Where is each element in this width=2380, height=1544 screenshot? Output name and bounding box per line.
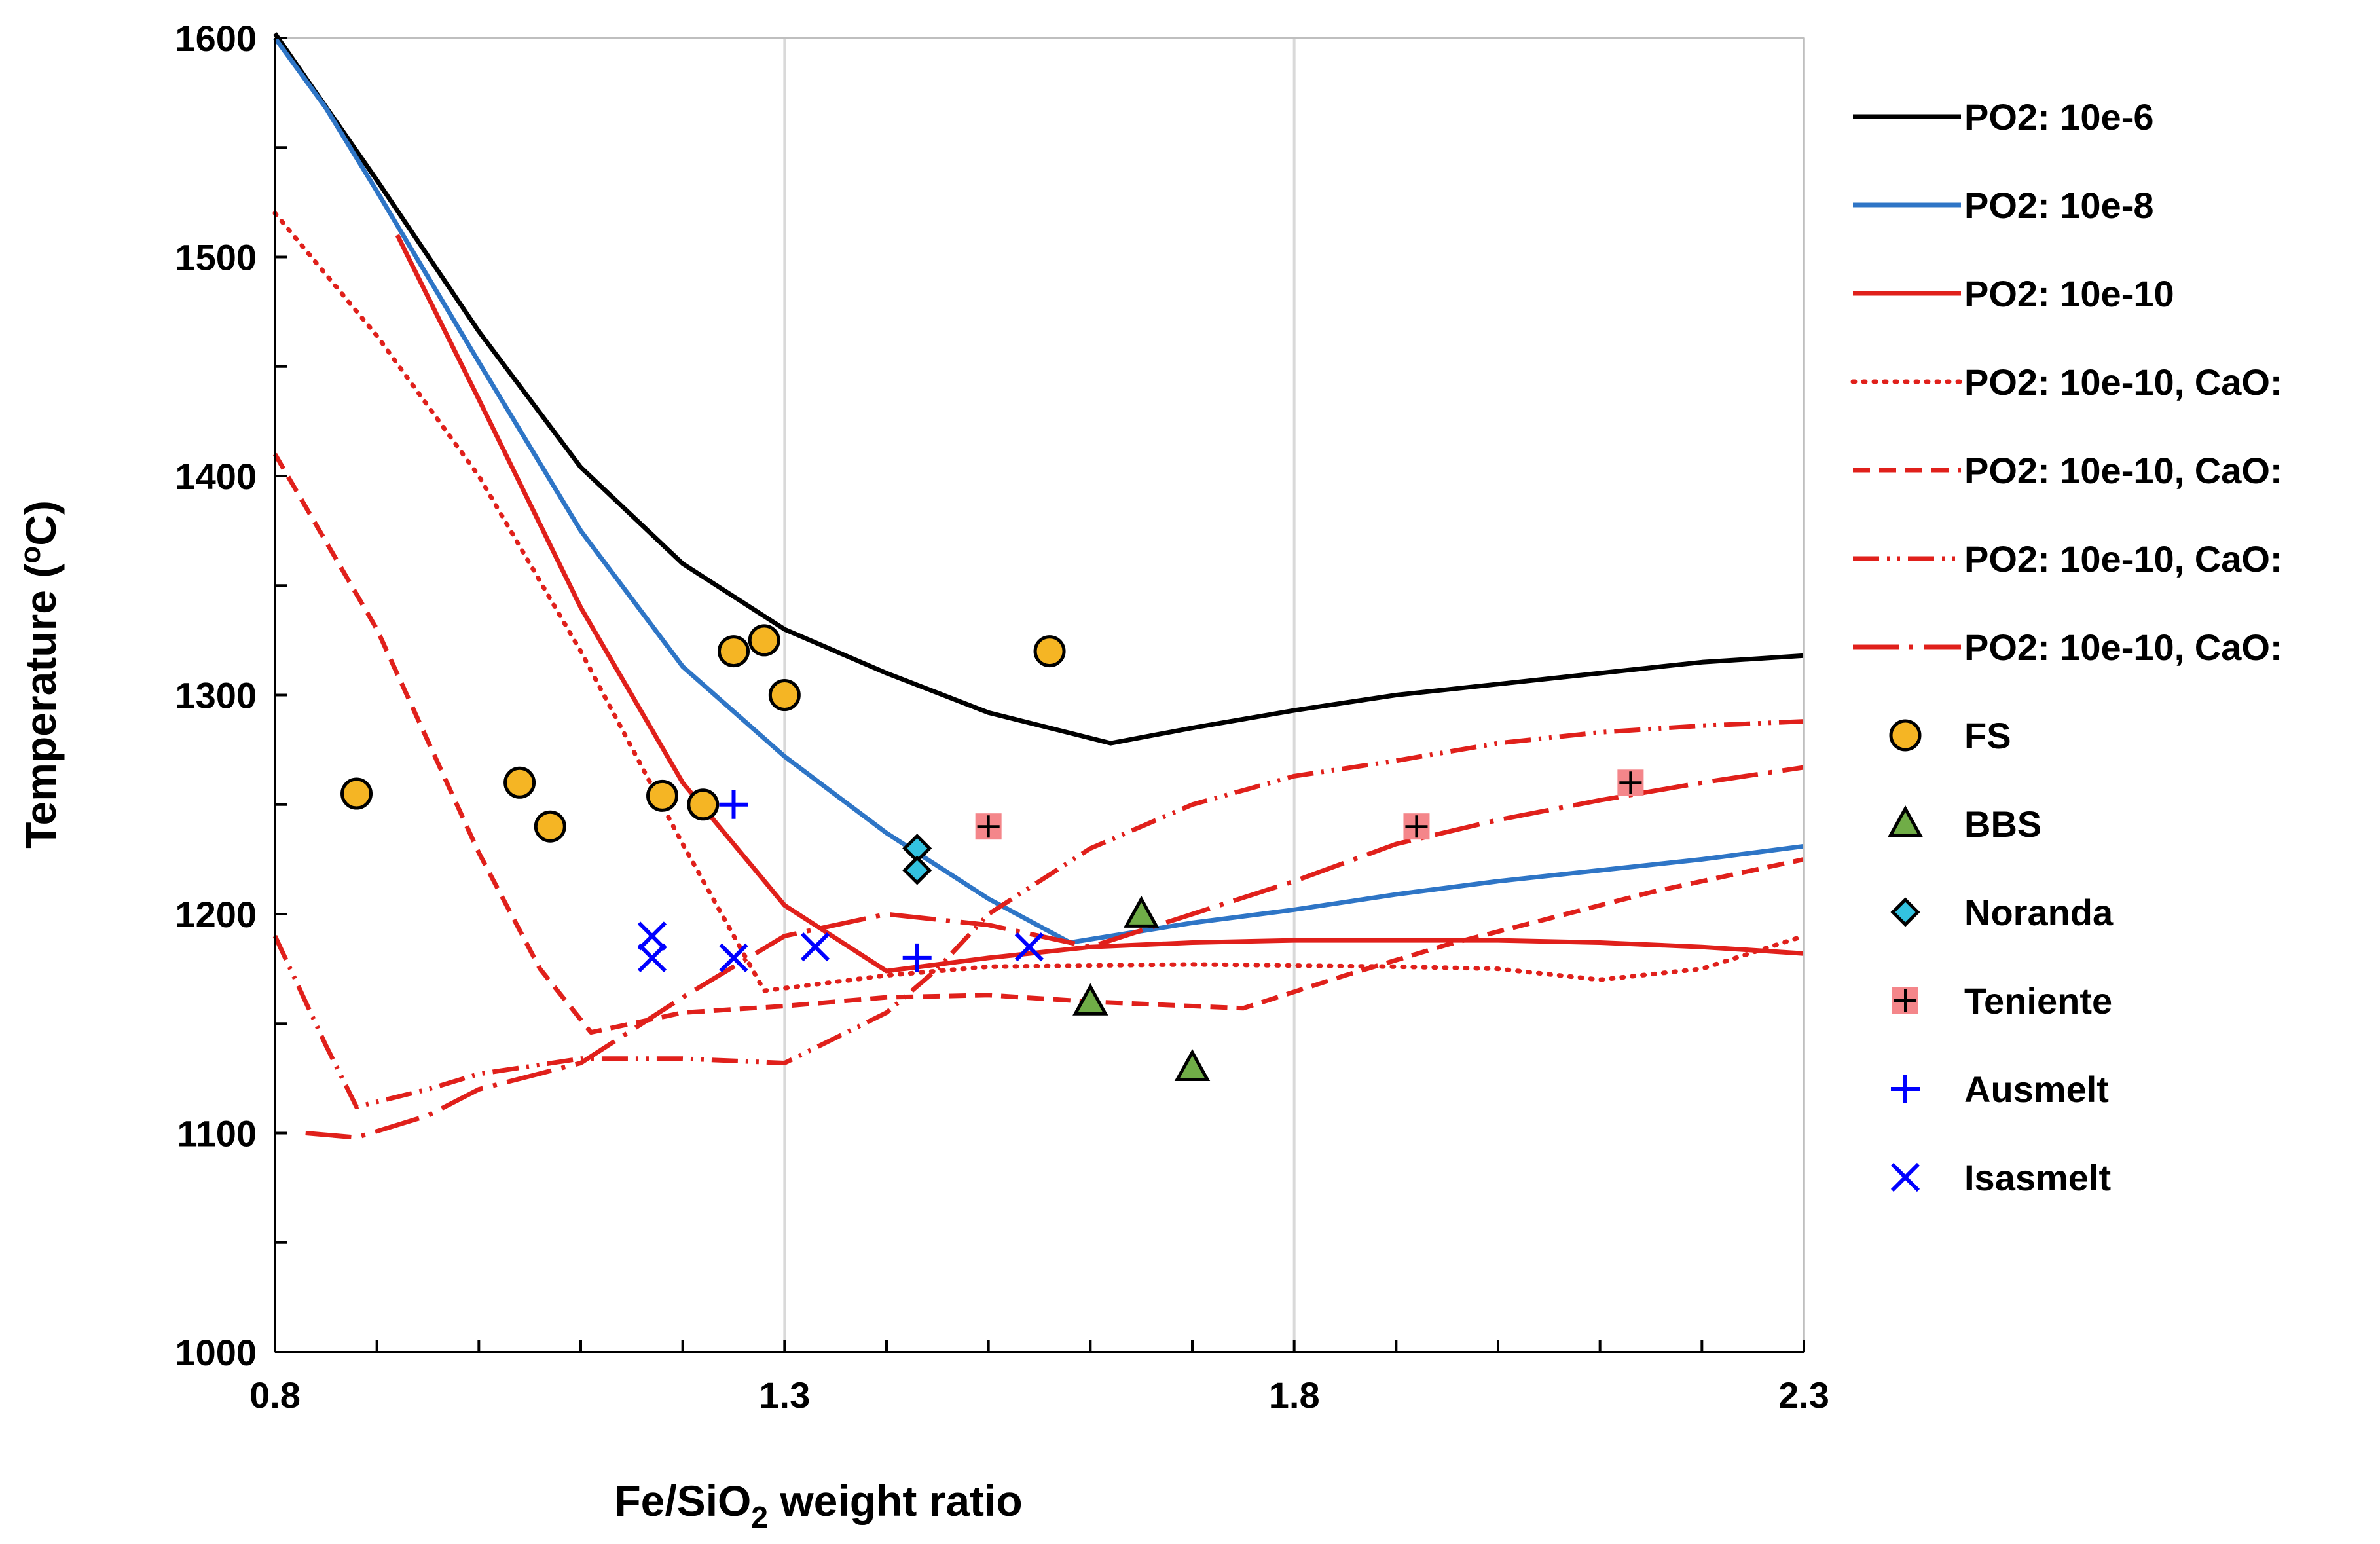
legend-item-10: Teniente [1892,980,2112,1021]
y-tick-label: 1400 [175,456,257,497]
plot-frame [274,37,1805,1353]
legend-swatch [1890,897,1920,927]
marker-fs-1 [503,766,536,799]
series-line-4 [272,452,1804,1035]
marker-teniente-2 [1617,769,1644,796]
legend-swatch [1889,719,1922,752]
x-tick-label: 2.3 [1778,1374,1829,1416]
marker-isasmelt-3 [800,932,830,962]
legend-label: Noranda [1964,892,2114,933]
legend-swatch [1890,1162,1920,1192]
legend-item-9: Noranda [1890,892,2114,933]
legend-item-5: PO2: 10e-10, CaO: [1853,538,2282,579]
legend-item-2: PO2: 10e-10 [1853,273,2174,314]
marker-fs-3 [646,779,679,812]
marker-teniente-1 [1403,813,1430,840]
x-tick-label: 1.8 [1269,1374,1320,1416]
legend-item-1: PO2: 10e-8 [1853,185,2154,226]
legend-label: Isasmelt [1964,1157,2111,1198]
marker-fs-6 [748,624,780,657]
marker-noranda-1 [902,855,932,885]
y-tick-label: 1100 [177,1113,257,1154]
marker-isasmelt-2 [719,943,748,973]
legend-label: FS [1964,715,2011,756]
legend-label: PO2: 10e-10, CaO: [1964,361,2282,403]
x-tick-label: 0.8 [249,1374,301,1416]
legend-label: PO2: 10e-6 [1964,96,2154,138]
legend-label: PO2: 10e-10, CaO: [1964,627,2282,668]
marker-fs-2 [534,810,566,843]
x-axis-title: Fe/SiO2 weight ratio [614,1477,1022,1534]
series-line-1 [273,36,1804,945]
legend-label: Ausmelt [1964,1069,2109,1110]
legend-item-7: FS [1889,715,2011,756]
legend-item-4: PO2: 10e-10, CaO: [1853,450,2282,491]
y-tick-label: 1000 [175,1332,257,1373]
marker-fs-7 [768,679,801,711]
y-tick-label: 1500 [175,237,257,278]
x-tick-label: 1.3 [759,1374,810,1416]
marker-bbs-1 [1123,895,1160,928]
marker-ausmelt-0 [719,790,748,819]
marker-bbs-2 [1174,1049,1211,1082]
chart-axes [274,37,1805,1353]
legend-label: Teniente [1964,980,2112,1021]
marker-isasmelt-1 [637,943,667,973]
legend: PO2: 10e-6 PO2: 10e-8 PO2: 10e-10 PO2: 10e-… [1850,96,2282,1198]
legend-item-6: PO2: 10e-10, CaO: [1853,627,2282,668]
legend-swatch [1891,1075,1920,1103]
series-line-2 [395,234,1804,974]
series-line-6 [305,765,1804,1140]
marker-fs-5 [718,635,750,668]
y-tick-label: 1200 [175,894,257,935]
chart-series-markers [340,624,1644,1082]
series-line-0 [273,32,1804,746]
legend-item-3: PO2: 10e-10, CaO: [1850,361,2282,403]
y-axis-title: Temperature (oC) [14,500,65,849]
marker-isasmelt-4 [1014,932,1044,962]
marker-ausmelt-1 [902,943,932,972]
legend-label: PO2: 10e-10 [1964,273,2174,314]
marker-teniente-0 [975,813,1002,840]
legend-label: PO2: 10e-8 [1964,185,2154,226]
legend-item-8: BBS [1887,803,2041,845]
marker-fs-4 [687,788,720,821]
marker-fs-8 [1033,635,1066,668]
legend-label: PO2: 10e-10, CaO: [1964,450,2282,491]
marker-isasmelt-0 [637,921,667,951]
legend-item-0: PO2: 10e-6 [1853,96,2154,138]
series-line-3 [272,211,1806,993]
chart-series-lines [272,32,1806,1140]
legend-label: BBS [1964,803,2041,845]
legend-item-12: Isasmelt [1890,1157,2111,1198]
legend-swatch [1892,987,1918,1014]
legend-swatch [1887,805,1924,837]
y-tick-label: 1600 [175,18,257,59]
legend-label: PO2: 10e-10, CaO: [1964,538,2282,579]
legend-item-11: Ausmelt [1891,1069,2109,1110]
marker-fs-0 [340,777,373,810]
marker-bbs-0 [1072,983,1108,1016]
y-tick-label: 1300 [175,675,257,716]
chart-tick-labels: 0.8 1.3 1.8 2.3 1000 1100 1200 1300 1400 1500 1600 [175,18,1829,1416]
